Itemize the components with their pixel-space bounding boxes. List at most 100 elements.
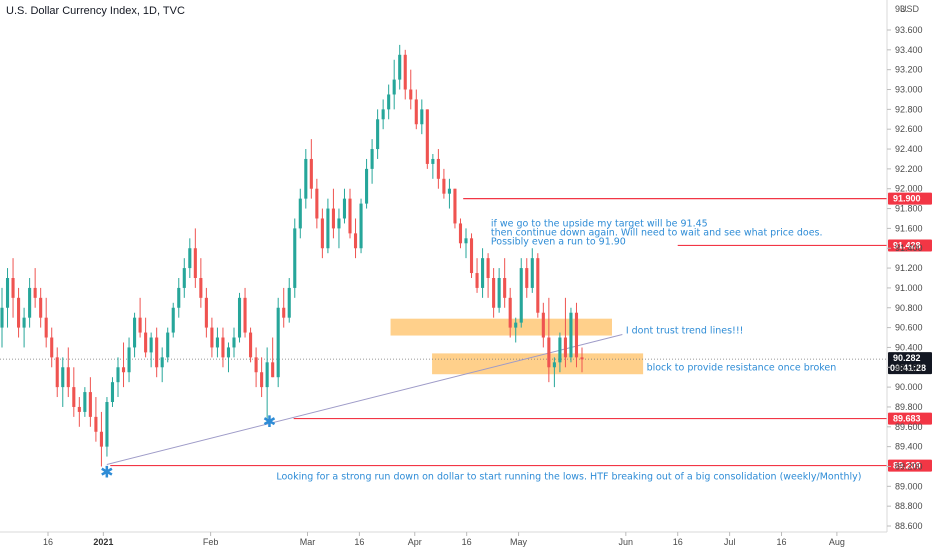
candle-body xyxy=(260,372,264,388)
candle xyxy=(171,302,175,338)
candle-body xyxy=(492,278,496,308)
candle-body xyxy=(94,416,98,432)
candle-body xyxy=(392,79,396,95)
candle xyxy=(61,357,65,407)
candle-body xyxy=(442,178,446,194)
candle-body xyxy=(171,307,175,333)
candle xyxy=(508,287,512,338)
candle-body xyxy=(77,406,81,412)
candle-body xyxy=(309,158,313,189)
level-label-bg xyxy=(888,412,932,425)
candle xyxy=(50,327,54,368)
price-axis[interactable]: 93.600 93.400 93.200 93.000 92.800 92.600 92.4… xyxy=(886,0,923,532)
candle-body xyxy=(226,347,231,358)
candle xyxy=(492,268,496,318)
candle xyxy=(0,287,4,348)
candle xyxy=(221,327,225,368)
candle-body xyxy=(5,278,10,308)
candle-body xyxy=(558,337,562,363)
candle-body xyxy=(469,238,474,274)
candle xyxy=(188,238,192,278)
y-tick-label: 92.400 xyxy=(895,144,923,154)
candle xyxy=(387,84,391,120)
y-tick-label-top: 93. xyxy=(895,4,908,14)
candle-body xyxy=(348,198,352,234)
annotation-text: block to provide resistance once broken xyxy=(647,362,837,373)
x-tick-label: Jul xyxy=(724,537,736,547)
currency-label: USD xyxy=(900,4,920,14)
x-tick-label: May xyxy=(510,537,528,547)
candle-countdown: 09:41:28 xyxy=(890,363,926,373)
candle-body xyxy=(458,223,463,244)
candle-body xyxy=(105,402,109,447)
candle-body xyxy=(409,89,413,100)
candle-body xyxy=(287,287,291,318)
candle xyxy=(442,168,446,199)
candle xyxy=(481,248,485,298)
candle xyxy=(199,258,203,308)
candle xyxy=(331,188,335,239)
trendline-group xyxy=(106,334,623,465)
candle-body xyxy=(0,307,4,328)
candle-body xyxy=(210,327,214,348)
candle-body xyxy=(11,278,15,298)
candle xyxy=(558,332,562,373)
candle xyxy=(55,347,59,398)
candle-body xyxy=(508,297,512,328)
candle xyxy=(464,228,468,259)
y-tick-label: 93.000 xyxy=(895,85,923,95)
candle-body xyxy=(265,362,269,388)
y-tick-label: 91.800 xyxy=(895,204,923,214)
y-tick-label: 89.200 xyxy=(895,461,923,471)
current-price-label-bg xyxy=(888,352,932,375)
candle-body xyxy=(160,357,164,368)
candle xyxy=(121,342,126,388)
annotation-text: Looking for a strong run down on dollar … xyxy=(276,471,861,482)
candle-body xyxy=(127,347,131,373)
candle xyxy=(431,154,435,179)
candle-body xyxy=(99,431,103,447)
candle xyxy=(287,278,291,323)
y-tick-label: 91.000 xyxy=(895,283,923,293)
candle xyxy=(260,357,264,398)
candle xyxy=(376,109,380,159)
candle-body xyxy=(519,268,523,323)
candle xyxy=(309,139,313,199)
candle-body xyxy=(486,258,490,278)
candle xyxy=(403,49,407,100)
candle xyxy=(99,411,103,467)
candle xyxy=(365,158,369,209)
candle xyxy=(210,317,214,358)
candle-body xyxy=(72,387,76,407)
candle xyxy=(243,287,247,338)
candle xyxy=(39,287,43,328)
candle xyxy=(254,347,258,388)
supply-zone-2 xyxy=(432,353,644,375)
candle xyxy=(138,297,142,338)
candle xyxy=(160,347,164,383)
candle xyxy=(166,327,170,363)
time-axis[interactable]: 16 2021 Feb Mar 16 Apr 16 May Jun 16 Jul 16 Aug xyxy=(0,531,887,547)
candle-body xyxy=(249,332,253,358)
candle-body xyxy=(414,99,418,125)
candle-body xyxy=(116,367,120,383)
candle xyxy=(320,208,324,259)
candle xyxy=(276,297,280,388)
candle xyxy=(315,178,319,229)
candle xyxy=(110,377,115,407)
candle xyxy=(425,109,429,169)
candle xyxy=(265,347,269,422)
candle xyxy=(271,337,275,378)
candle-body xyxy=(138,317,142,333)
candle xyxy=(44,297,48,348)
asterisk-marker: ✱ xyxy=(100,462,113,481)
x-tick-label: Mar xyxy=(300,537,316,547)
candle-body xyxy=(481,258,485,288)
y-tick-label: 90.600 xyxy=(895,323,923,333)
candle-body xyxy=(580,357,584,360)
candle xyxy=(563,297,567,368)
candle xyxy=(77,397,81,427)
candle-body xyxy=(155,337,159,368)
